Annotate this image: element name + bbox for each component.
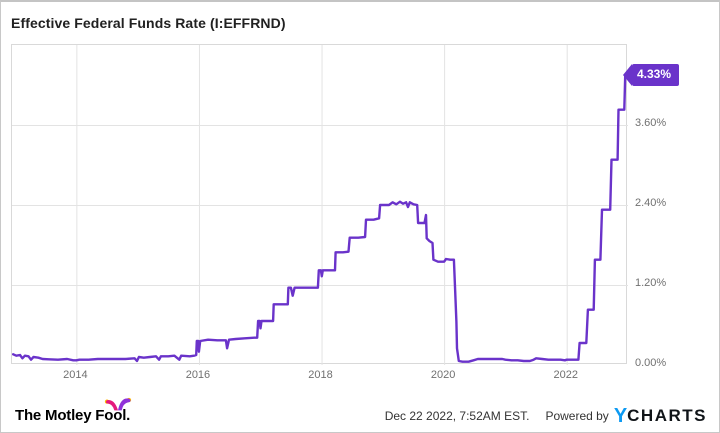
- badge-arrow-icon: [623, 64, 632, 86]
- x-tick-label: 2016: [185, 369, 211, 381]
- last-value-badge: 4.33%: [623, 64, 680, 86]
- x-tick-label: 2018: [308, 369, 333, 381]
- ycharts-logo[interactable]: Y CHARTS: [613, 405, 707, 427]
- ycharts-y-mark: Y: [613, 405, 628, 427]
- y-tick-label: 0.00%: [635, 357, 667, 369]
- jester-hat-icon: [105, 397, 132, 411]
- effr-line-series: [12, 75, 628, 363]
- timestamp: Dec 22 2022, 7:52AM EST.: [384, 409, 530, 423]
- motley-fool-wordmark: The Motley Fool.: [15, 407, 131, 424]
- powered-by-label: Powered by: [545, 409, 609, 423]
- ycharts-wordmark: CHARTS: [627, 406, 707, 425]
- footer: The Motley Fool. Dec 22 2022, 7:52AM EST…: [15, 397, 707, 427]
- y-tick-label: 3.60%: [635, 117, 667, 129]
- y-tick-label: 1.20%: [635, 277, 667, 289]
- x-tick-label: 2020: [430, 369, 456, 381]
- x-tick-label: 2022: [553, 369, 578, 381]
- x-tick-label: 2014: [63, 369, 88, 381]
- badge-value: 4.33%: [632, 64, 680, 86]
- motley-fool-logo[interactable]: The Motley Fool.: [15, 397, 132, 425]
- chart-canvas: [12, 45, 628, 365]
- y-tick-label: 2.40%: [635, 197, 667, 209]
- page-title: Effective Federal Funds Rate (I:EFFRND): [11, 15, 286, 31]
- plot-area: [11, 44, 628, 365]
- footer-right: Dec 22 2022, 7:52AM EST. Powered by Y CHA…: [384, 405, 707, 427]
